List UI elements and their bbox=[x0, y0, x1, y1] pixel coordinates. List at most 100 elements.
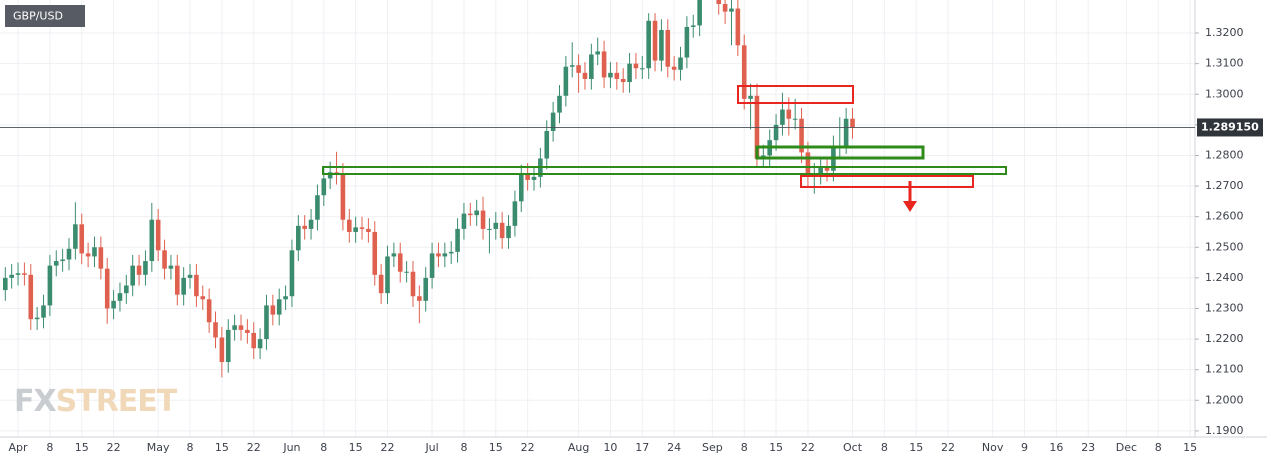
candle-body bbox=[818, 167, 823, 174]
candle-body bbox=[741, 45, 747, 99]
x-tick-label: 15 bbox=[769, 441, 783, 454]
candle-body bbox=[149, 219, 155, 262]
x-tick-label: Jul bbox=[424, 441, 438, 454]
current-price-box bbox=[1197, 118, 1263, 137]
y-tick-label: 1.2800 bbox=[1205, 148, 1244, 161]
candle-body bbox=[652, 20, 658, 61]
candle-body bbox=[79, 224, 85, 254]
candle-body bbox=[843, 118, 849, 147]
candle-body bbox=[474, 210, 479, 216]
candle-body bbox=[85, 253, 91, 257]
candle-body bbox=[111, 300, 116, 309]
candle-body bbox=[238, 325, 244, 330]
candle-body bbox=[53, 261, 59, 266]
candle-body bbox=[194, 274, 199, 297]
x-tick-label: 8 bbox=[460, 441, 467, 454]
y-tick-label: 1.3200 bbox=[1205, 26, 1244, 39]
candle-body bbox=[321, 178, 327, 196]
x-tick-label: 8 bbox=[46, 441, 53, 454]
candle-body bbox=[589, 54, 594, 79]
candle-body bbox=[15, 273, 21, 275]
candle-body bbox=[506, 225, 511, 239]
candle-body bbox=[315, 195, 320, 220]
candle-body bbox=[289, 250, 295, 297]
candle-body bbox=[455, 228, 460, 252]
candle-body bbox=[327, 172, 333, 179]
candle-body bbox=[104, 268, 110, 309]
y-tick-label: 1.2200 bbox=[1205, 332, 1244, 345]
x-tick-label: 23 bbox=[1081, 441, 1095, 454]
candle-body bbox=[28, 274, 34, 320]
candle-body bbox=[353, 227, 358, 232]
candle-body bbox=[773, 124, 779, 141]
y-tick-label: 1.2000 bbox=[1205, 393, 1244, 406]
candle-body bbox=[792, 118, 798, 120]
candle-body bbox=[143, 261, 148, 275]
y-tick-label: 1.2700 bbox=[1205, 179, 1244, 192]
candle-body bbox=[799, 118, 804, 153]
x-tick-label: 9 bbox=[1021, 441, 1028, 454]
support-box bbox=[755, 145, 925, 160]
y-tick-label: 1.3000 bbox=[1205, 87, 1244, 100]
candle-body bbox=[366, 228, 371, 232]
x-tick-label: 10 bbox=[603, 441, 617, 454]
candle-body bbox=[786, 109, 792, 119]
candle-body bbox=[671, 66, 677, 70]
candle-body bbox=[595, 51, 601, 55]
candle-body bbox=[181, 277, 186, 295]
candle-body bbox=[206, 299, 212, 323]
x-tick-label: 8 bbox=[320, 441, 327, 454]
candle-body bbox=[417, 296, 422, 301]
candle-body bbox=[251, 332, 257, 349]
candle-body bbox=[499, 222, 505, 239]
candle-body bbox=[601, 51, 607, 78]
y-tick-label: 1.2100 bbox=[1205, 363, 1244, 376]
x-tick-label: May bbox=[147, 441, 170, 454]
x-tick-label: 15 bbox=[349, 441, 363, 454]
resistance-box bbox=[737, 85, 854, 104]
x-tick-label: Oct bbox=[843, 441, 863, 454]
candle-body bbox=[493, 222, 499, 229]
y-tick-label: 1.2600 bbox=[1205, 210, 1244, 223]
candle-body bbox=[225, 329, 231, 363]
y-tick-label: 1.3100 bbox=[1205, 57, 1244, 70]
watermark-street: STREET bbox=[56, 384, 178, 419]
candle-body bbox=[385, 256, 390, 294]
candle-body bbox=[378, 274, 384, 294]
candle-body bbox=[582, 72, 588, 79]
candles bbox=[3, 0, 855, 378]
x-tick-label: 22 bbox=[381, 441, 395, 454]
candle-body bbox=[270, 305, 276, 315]
x-tick-label: 17 bbox=[635, 441, 649, 454]
candle-body bbox=[620, 78, 626, 83]
x-tick-label: 15 bbox=[489, 441, 503, 454]
support-line-box bbox=[322, 166, 1007, 175]
candle-body bbox=[468, 213, 473, 216]
candle-body bbox=[659, 29, 664, 61]
x-tick-label: 22 bbox=[247, 441, 261, 454]
candle-body bbox=[684, 26, 690, 58]
x-tick-label: Jun bbox=[282, 441, 300, 454]
chart-title: GBP/USD bbox=[13, 10, 63, 23]
candle-body bbox=[410, 271, 416, 297]
candle-body bbox=[219, 337, 225, 363]
candle-body bbox=[487, 228, 492, 230]
candle-body bbox=[436, 253, 441, 257]
candle-body bbox=[448, 251, 454, 254]
x-tick-label: 24 bbox=[667, 441, 681, 454]
x-tick-label: 22 bbox=[941, 441, 955, 454]
x-tick-label: 8 bbox=[881, 441, 888, 454]
candle-body bbox=[716, 0, 722, 4]
candle-body bbox=[117, 293, 123, 301]
candle-body bbox=[550, 112, 556, 131]
x-tick-label: 22 bbox=[801, 441, 815, 454]
candle-body bbox=[98, 247, 104, 269]
candle-body bbox=[302, 225, 307, 229]
candle-body bbox=[130, 265, 135, 286]
candle-body bbox=[780, 109, 785, 125]
candle-body bbox=[155, 219, 161, 251]
y-tick-label: 1.2300 bbox=[1205, 301, 1244, 314]
candle-body bbox=[162, 250, 167, 269]
annotations bbox=[322, 85, 1007, 212]
